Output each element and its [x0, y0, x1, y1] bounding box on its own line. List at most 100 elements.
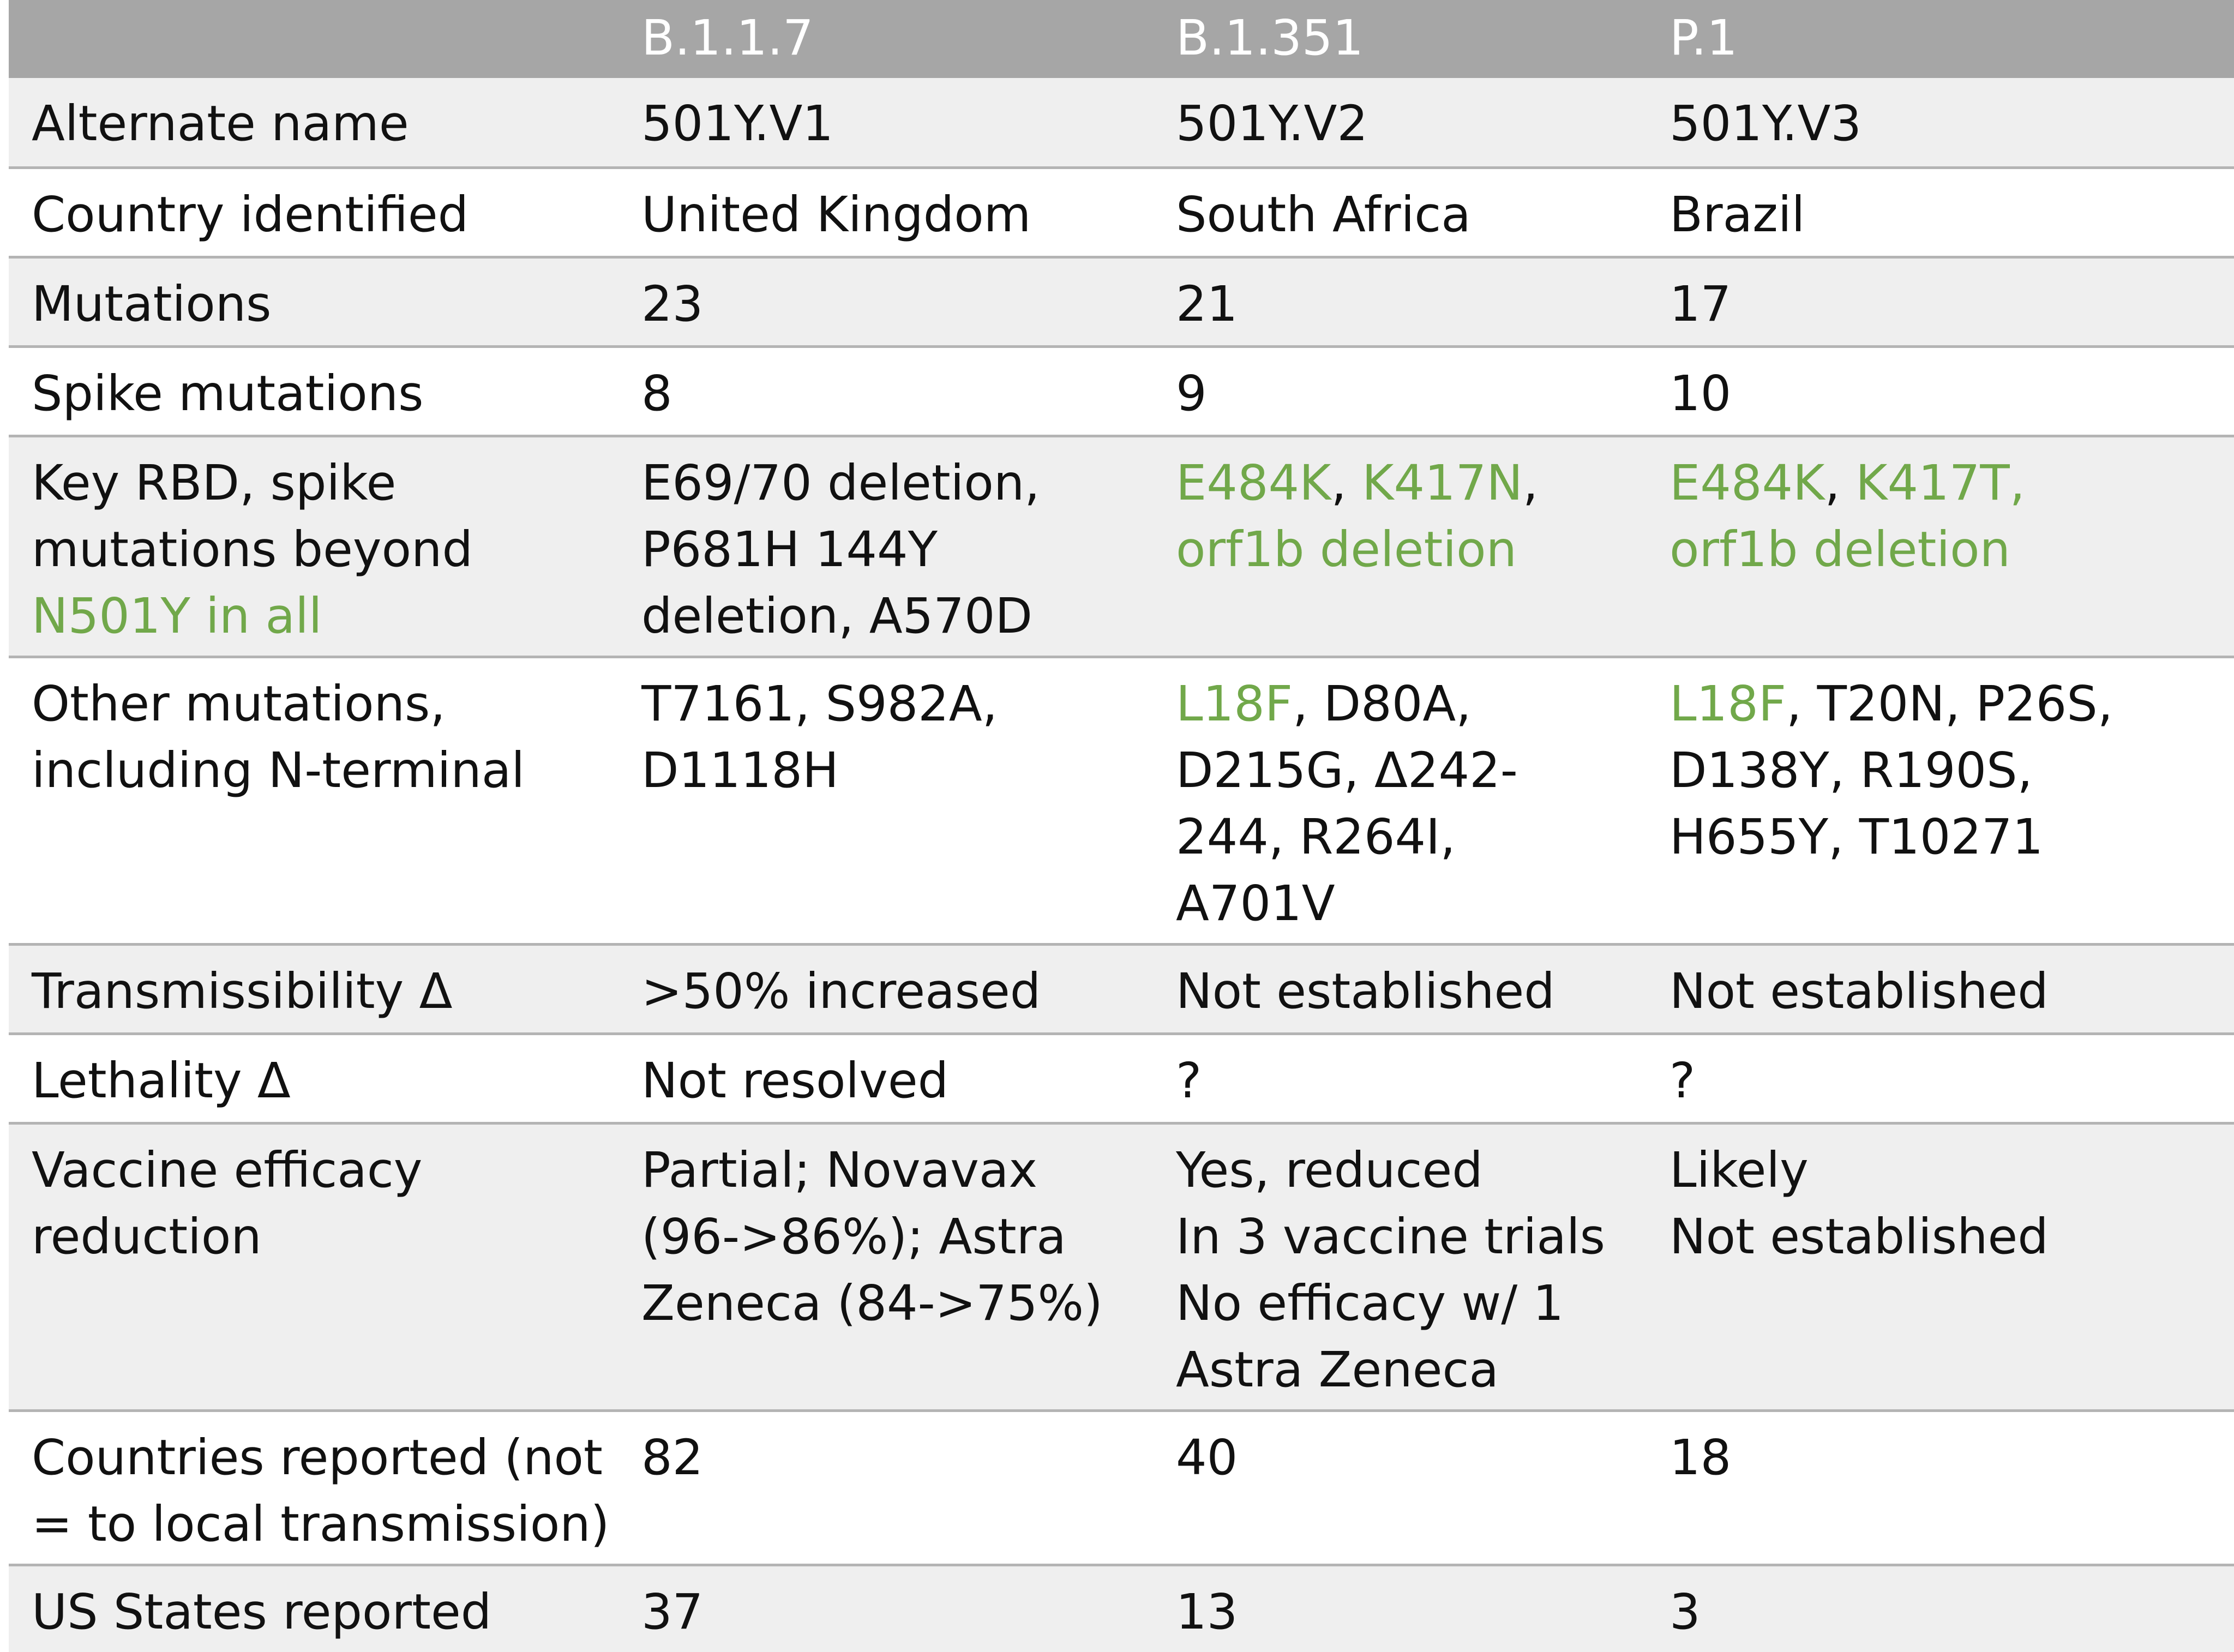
table-row-key-rbd: Key RBD, spike mutations beyond N501Y in…: [9, 436, 2234, 658]
row-label: Lethality Δ: [9, 1034, 641, 1125]
header-b1351: B.1.351: [1176, 0, 1670, 78]
table-row-lethality: Lethality Δ Not resolved ? ?: [9, 1034, 2234, 1125]
mutation-highlight: E484K: [1176, 454, 1331, 511]
header-corner: [9, 0, 641, 78]
row-label: Alternate name: [9, 78, 641, 169]
cell-b1351: South Africa: [1176, 167, 1670, 259]
cell-line: A701V: [1176, 874, 1335, 932]
cell-line: D1118H: [641, 741, 839, 798]
cell-p1: L18F, T20N, P26S, D138Y, R190S, H655Y, T…: [1670, 657, 2234, 946]
cell-line: T7161, S982A,: [641, 675, 998, 732]
cell-line: P681H 144Y: [641, 520, 938, 578]
cell-line: (96->86%); Astra: [641, 1208, 1066, 1265]
cell-text: , D80A,: [1293, 675, 1472, 732]
cell-b117: 23: [641, 257, 1176, 348]
cell-p1: Likely Not established: [1670, 1123, 2234, 1412]
cell-line: Yes, reduced: [1176, 1141, 1483, 1198]
cell-text: , T20N, P26S,: [1786, 675, 2113, 732]
cell-line: E69/70 deletion,: [641, 454, 1040, 511]
separator: ,: [1331, 454, 1362, 511]
cell-b1351: L18F, D80A, D215G, Δ242- 244, R264I, A70…: [1176, 657, 1670, 946]
cell-p1: ?: [1670, 1034, 2234, 1125]
row-label: Country identified: [9, 167, 641, 259]
cell-line: Not established: [1670, 1208, 2049, 1265]
cell-b117: Not resolved: [641, 1034, 1176, 1125]
cell-p1: Not established: [1670, 944, 2234, 1035]
cell-b117: United Kingdom: [641, 167, 1176, 259]
row-label-line: including N-terminal: [32, 741, 525, 798]
row-label: Other mutations, including N-terminal: [9, 657, 641, 946]
mutation-highlight: L18F: [1670, 675, 1787, 732]
cell-p1: 18: [1670, 1410, 2234, 1566]
cell-b117: 82: [641, 1410, 1176, 1566]
table-row-us-states-reported: US States reported 37 13 3: [9, 1565, 2234, 1652]
row-label-line: Other mutations,: [32, 675, 446, 732]
mutation-highlight: E484K: [1670, 454, 1825, 511]
cell-line: D215G, Δ242-: [1176, 741, 1518, 798]
row-label-line: reduction: [32, 1208, 262, 1265]
cell-line-highlight: orf1b deletion: [1176, 520, 1517, 578]
mutation-highlight: L18F: [1176, 675, 1293, 732]
cell-b1351: Yes, reduced In 3 vaccine trials No effi…: [1176, 1123, 1670, 1412]
table-row-alternate-name: Alternate name 501Y.V1 501Y.V2 501Y.V3: [9, 78, 2234, 169]
row-label: Countries reported (not = to local trans…: [9, 1410, 641, 1566]
cell-line-highlight: orf1b deletion: [1670, 520, 2010, 578]
cell-p1: 3: [1670, 1565, 2234, 1652]
header-b117: B.1.1.7: [641, 0, 1176, 78]
cell-p1: E484K, K417T, orf1b deletion: [1670, 436, 2234, 658]
cell-line: D138Y, R190S,: [1670, 741, 2033, 798]
cell-p1: 10: [1670, 346, 2234, 437]
row-label-line-highlight: N501Y in all: [32, 587, 322, 644]
table-row-transmissibility: Transmissibility Δ >50% increased Not es…: [9, 944, 2234, 1035]
cell-line: In 3 vaccine trials: [1176, 1208, 1605, 1265]
cell-b1351: E484K, K417N, orf1b deletion: [1176, 436, 1670, 658]
separator: ,: [1824, 454, 1856, 511]
cell-line: 244, R264I,: [1176, 808, 1456, 865]
table-row-country-identified: Country identified United Kingdom South …: [9, 167, 2234, 259]
cell-p1: 501Y.V3: [1670, 78, 2234, 169]
header-p1: P.1: [1670, 0, 2234, 78]
separator: ,: [1522, 454, 1539, 511]
row-label-line: = to local transmission): [32, 1495, 610, 1552]
cell-line: Likely: [1670, 1141, 1809, 1198]
row-label-line: Countries reported (not: [32, 1428, 603, 1486]
row-label: Key RBD, spike mutations beyond N501Y in…: [9, 436, 641, 658]
table-row-other-mutations: Other mutations, including N-terminal T7…: [9, 657, 2234, 946]
row-label-line: Vaccine efficacy: [32, 1141, 423, 1198]
table-row-mutations: Mutations 23 21 17: [9, 257, 2234, 348]
mutation-highlight: K417N: [1362, 454, 1523, 511]
cell-b117: 8: [641, 346, 1176, 437]
cell-b117: Partial; Novavax (96->86%); Astra Zeneca…: [641, 1123, 1176, 1412]
table-row-countries-reported: Countries reported (not = to local trans…: [9, 1410, 2234, 1566]
row-label-line: Key RBD, spike: [32, 454, 397, 511]
row-label: Spike mutations: [9, 346, 641, 437]
cell-line: No efficacy w/ 1: [1176, 1274, 1564, 1331]
row-label-line: mutations beyond: [32, 520, 473, 578]
row-label: Vaccine efficacy reduction: [9, 1123, 641, 1412]
cell-b117: 501Y.V1: [641, 78, 1176, 169]
cell-line: deletion, A570D: [641, 587, 1033, 644]
cell-b117: 37: [641, 1565, 1176, 1652]
cell-line: H655Y, T10271: [1670, 808, 2044, 865]
cell-b1351: 501Y.V2: [1176, 78, 1670, 169]
cell-line: L18F, D80A,: [1176, 670, 1670, 737]
mutation-highlight: K417T,: [1855, 454, 2025, 511]
variant-comparison-table: B.1.1.7 B.1.351 P.1 Alternate name 501Y.…: [9, 0, 2234, 1652]
cell-b117: T7161, S982A, D1118H: [641, 657, 1176, 946]
cell-b1351: 13: [1176, 1565, 1670, 1652]
header-row: B.1.1.7 B.1.351 P.1: [9, 0, 2234, 78]
cell-b1351: 9: [1176, 346, 1670, 437]
cell-p1: 17: [1670, 257, 2234, 348]
cell-b1351: Not established: [1176, 944, 1670, 1035]
cell-b117: >50% increased: [641, 944, 1176, 1035]
row-label: Transmissibility Δ: [9, 944, 641, 1035]
cell-line: L18F, T20N, P26S,: [1670, 670, 2234, 737]
cell-b1351: ?: [1176, 1034, 1670, 1125]
cell-b1351: 40: [1176, 1410, 1670, 1566]
cell-line: Zeneca (84->75%): [641, 1274, 1103, 1331]
cell-line: Partial; Novavax: [641, 1141, 1038, 1198]
row-label: Mutations: [9, 257, 641, 348]
cell-b117: E69/70 deletion, P681H 144Y deletion, A5…: [641, 436, 1176, 658]
table-row-spike-mutations: Spike mutations 8 9 10: [9, 346, 2234, 437]
cell-line: E484K, K417T,: [1670, 449, 2234, 516]
